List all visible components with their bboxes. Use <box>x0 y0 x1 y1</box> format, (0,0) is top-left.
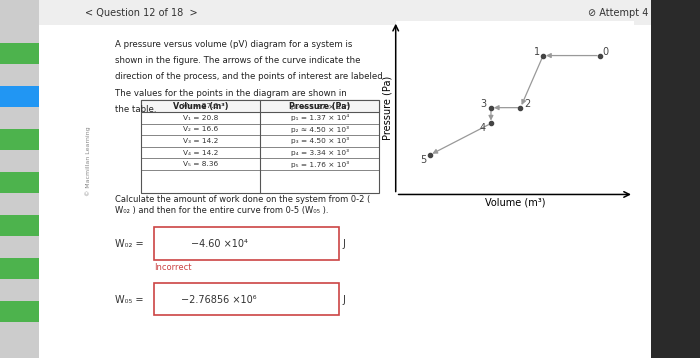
Text: V₅ = 8.36: V₅ = 8.36 <box>183 161 218 167</box>
Text: W₀₂ ) and then for the entire curve from 0-5 (W₀₅ ).: W₀₂ ) and then for the entire curve from… <box>115 206 328 215</box>
Text: W₀₂ =: W₀₂ = <box>115 239 144 249</box>
Bar <box>141 100 379 112</box>
Bar <box>0 129 38 150</box>
Text: shown in the figure. The arrows of the curve indicate the: shown in the figure. The arrows of the c… <box>115 56 360 66</box>
X-axis label: Volume (m³): Volume (m³) <box>484 197 545 207</box>
Text: © Macmillan Learning: © Macmillan Learning <box>85 126 91 196</box>
Text: p₃ = 4.50 × 10³: p₃ = 4.50 × 10³ <box>290 137 349 145</box>
Bar <box>0 43 38 64</box>
Text: A pressure versus volume (pV) diagram for a system is: A pressure versus volume (pV) diagram fo… <box>115 40 352 49</box>
Text: J: J <box>343 239 346 249</box>
Text: −4.60 ×10⁴: −4.60 ×10⁴ <box>190 239 248 249</box>
Text: < Question 12 of 18  >: < Question 12 of 18 > <box>85 8 197 18</box>
Bar <box>0 258 38 279</box>
Text: Calculate the amount of work done on the system from 0-2 (: Calculate the amount of work done on the… <box>115 195 370 204</box>
Text: p₅ = 1.76 × 10³: p₅ = 1.76 × 10³ <box>290 161 349 168</box>
Bar <box>0 301 38 322</box>
Text: Pressure (Pa): Pressure (Pa) <box>289 102 350 111</box>
Text: 4: 4 <box>480 123 486 133</box>
Text: J: J <box>343 295 346 305</box>
Text: 2: 2 <box>524 100 531 110</box>
Text: V₁ = 20.8: V₁ = 20.8 <box>183 115 218 121</box>
Text: direction of the process, and the points of interest are labeled.: direction of the process, and the points… <box>115 72 385 82</box>
Text: V₄ = 14.2: V₄ = 14.2 <box>183 150 218 156</box>
Text: V₀ = 27.0: V₀ = 27.0 <box>183 103 218 109</box>
Text: 0: 0 <box>603 47 608 57</box>
Text: ⊘ Attempt 4  ▾: ⊘ Attempt 4 ▾ <box>587 8 659 18</box>
Text: p₄ = 3.34 × 10³: p₄ = 3.34 × 10³ <box>290 149 349 156</box>
Text: the table.: the table. <box>115 105 156 114</box>
Bar <box>0 215 38 236</box>
Bar <box>0 172 38 193</box>
Text: 3: 3 <box>480 100 486 110</box>
Text: V₂ = 16.6: V₂ = 16.6 <box>183 126 218 132</box>
Text: p₀ = 1.37 × 10⁴: p₀ = 1.37 × 10⁴ <box>290 102 349 110</box>
Text: −2.76856 ×10⁶: −2.76856 ×10⁶ <box>181 295 256 305</box>
Text: p₁ = 1.37 × 10⁴: p₁ = 1.37 × 10⁴ <box>290 114 349 121</box>
Text: p₂ ≈ 4.50 × 10³: p₂ ≈ 4.50 × 10³ <box>290 126 349 133</box>
Bar <box>154 283 340 315</box>
Text: The values for the points in the diagram are shown in: The values for the points in the diagram… <box>115 88 346 98</box>
Text: V₃ = 14.2: V₃ = 14.2 <box>183 138 218 144</box>
Text: 1: 1 <box>534 47 540 57</box>
Y-axis label: Pressure (Pa): Pressure (Pa) <box>383 76 393 140</box>
Bar <box>38 0 700 25</box>
Text: Volume (m³): Volume (m³) <box>173 102 228 111</box>
Bar <box>141 100 379 193</box>
Text: Incorrect: Incorrect <box>154 263 192 272</box>
Bar <box>0 86 38 107</box>
Text: 5: 5 <box>420 155 426 165</box>
Bar <box>154 227 340 260</box>
Text: W₀₅ =: W₀₅ = <box>115 295 143 305</box>
